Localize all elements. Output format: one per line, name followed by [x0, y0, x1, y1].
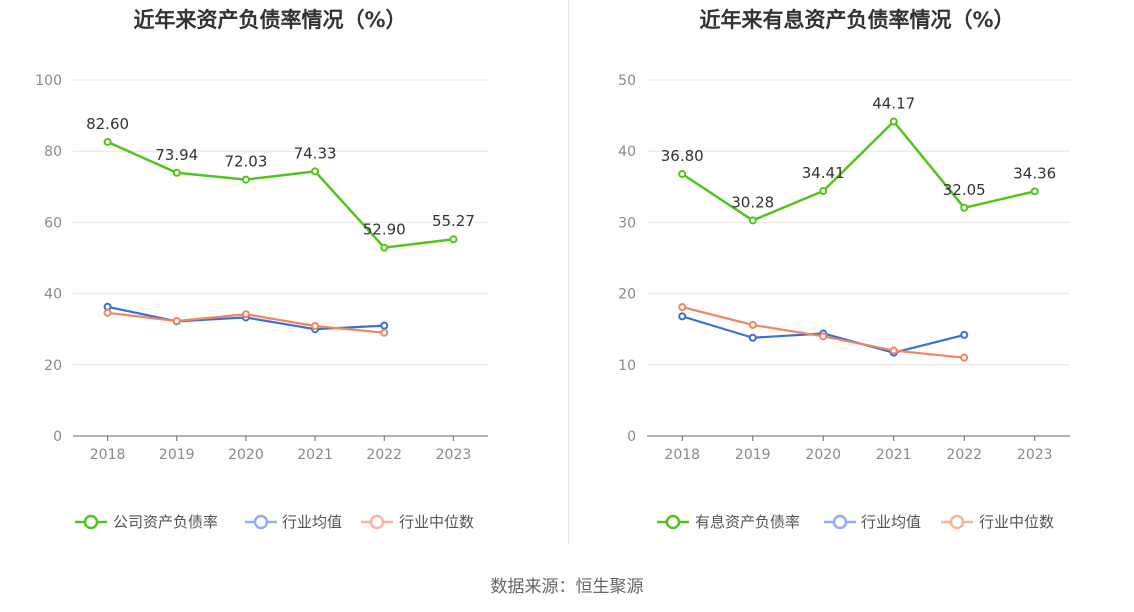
y-tick-label: 40	[618, 144, 636, 160]
data-label: 55.27	[432, 212, 475, 230]
data-point	[380, 328, 389, 337]
y-tick-label: 20	[618, 287, 636, 303]
data-point	[819, 332, 828, 341]
data-point	[889, 117, 898, 126]
legend-label: 行业中位数	[399, 513, 474, 531]
data-point	[889, 346, 898, 355]
chart-title: 近年来有息资产负债率情况（%）	[699, 8, 1015, 32]
x-tick-label: 2021	[876, 447, 912, 463]
x-tick-label: 2023	[1017, 447, 1053, 463]
y-tick-label: 10	[618, 358, 636, 374]
y-tick-label: 100	[35, 73, 62, 89]
x-tick-label: 2019	[735, 447, 771, 463]
interest-bearing-debt-ratio-chart: 0 10 20 30 40 50 2018 2019 2020 2021 2022 2023 36.80…	[618, 73, 1070, 531]
data-point	[678, 303, 687, 312]
x-tick-label: 2018	[664, 447, 700, 463]
x-tick-label: 2022	[366, 447, 402, 463]
data-label: 34.36	[1013, 164, 1056, 182]
data-point	[380, 243, 389, 252]
data-point	[748, 333, 757, 342]
x-tick-label: 2018	[90, 447, 126, 463]
y-tick-label: 0	[53, 429, 62, 445]
chart-title: 近年来资产负债率情况（%）	[133, 8, 407, 32]
data-point	[103, 308, 112, 317]
data-point	[960, 330, 969, 339]
data-label: 82.60	[86, 115, 129, 133]
data-label: 74.33	[294, 144, 337, 162]
data-point	[103, 137, 112, 146]
legend-marker	[832, 514, 848, 530]
data-label: 32.05	[943, 181, 986, 199]
data-point	[449, 235, 458, 244]
series-line	[681, 120, 1036, 222]
data-point	[311, 321, 320, 330]
legend-marker	[665, 514, 681, 530]
x-tick-label: 2020	[228, 447, 264, 463]
debt-ratio-chart: 0 20 40 60 80 100 2018 2019 2020 2021 2022 2023 82.6…	[35, 73, 488, 531]
data-point	[172, 317, 181, 326]
legend-marker	[83, 514, 99, 530]
legend-marker	[253, 514, 269, 530]
data-point	[241, 310, 250, 319]
legend-label: 行业均值	[282, 513, 342, 531]
data-point	[748, 216, 757, 225]
chart-panel-left: 近年来资产负债率情况（%） 0 20 40 60 80 100 2018 2019 2020 20…	[0, 0, 567, 560]
y-tick-label: 60	[44, 215, 62, 231]
data-label: 72.03	[224, 153, 267, 171]
data-label: 52.90	[363, 221, 406, 239]
data-label: 36.80	[661, 147, 704, 165]
data-point	[678, 312, 687, 321]
data-label: 44.17	[872, 95, 915, 113]
x-tick-label: 2019	[159, 447, 195, 463]
data-point	[172, 168, 181, 177]
legend-label: 有息资产负债率	[695, 513, 800, 531]
data-label: 30.28	[731, 193, 774, 211]
y-tick-label: 80	[44, 144, 62, 160]
data-point	[748, 320, 757, 329]
x-tick-label: 2021	[297, 447, 333, 463]
data-point	[1030, 187, 1039, 196]
panel-divider	[568, 0, 569, 545]
legend-label: 行业中位数	[979, 513, 1054, 531]
y-tick-label: 30	[618, 215, 636, 231]
legend-label: 行业均值	[861, 513, 921, 531]
data-point	[241, 175, 250, 184]
data-label: 73.94	[155, 146, 198, 164]
legend-marker	[369, 514, 385, 530]
x-tick-label: 2022	[946, 447, 982, 463]
data-point	[819, 187, 828, 196]
y-tick-label: 20	[44, 358, 62, 374]
data-point	[960, 353, 969, 362]
y-tick-label: 50	[618, 73, 636, 89]
data-point	[960, 203, 969, 212]
data-point	[311, 167, 320, 176]
chart-panel-right: 近年来有息资产负债率情况（%） 0 10 20 30 40 50 2018 2019 2020 2…	[567, 0, 1134, 560]
legend-marker	[949, 514, 965, 530]
data-label: 34.41	[802, 164, 845, 182]
x-tick-label: 2023	[436, 447, 472, 463]
legend-label: 公司资产负债率	[113, 513, 218, 531]
y-tick-label: 0	[627, 429, 636, 445]
x-tick-label: 2020	[805, 447, 841, 463]
data-source: 数据来源：恒生聚源	[490, 577, 644, 597]
data-point	[678, 169, 687, 178]
series-line	[107, 140, 454, 249]
y-tick-label: 40	[44, 287, 62, 303]
data-point	[380, 321, 389, 330]
